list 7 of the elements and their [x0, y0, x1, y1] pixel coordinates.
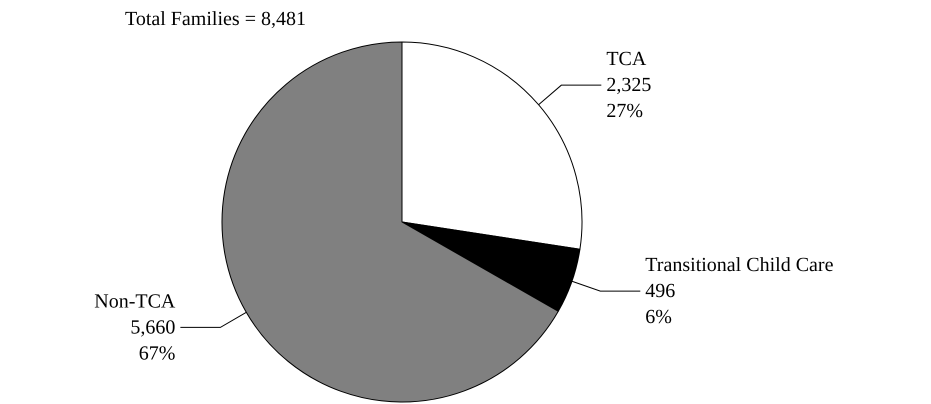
- data-label: 5,660 67%: [130, 316, 176, 364]
- data-label: 2,325 27%: [606, 74, 652, 122]
- slice-label: TCA: [606, 48, 647, 70]
- data-label: 496 6%: [645, 280, 676, 328]
- chart-title: Total Families = 8,481: [125, 8, 306, 30]
- slice-label: Transitional Child Care: [645, 254, 834, 276]
- slice-label: Non-TCA: [94, 290, 176, 312]
